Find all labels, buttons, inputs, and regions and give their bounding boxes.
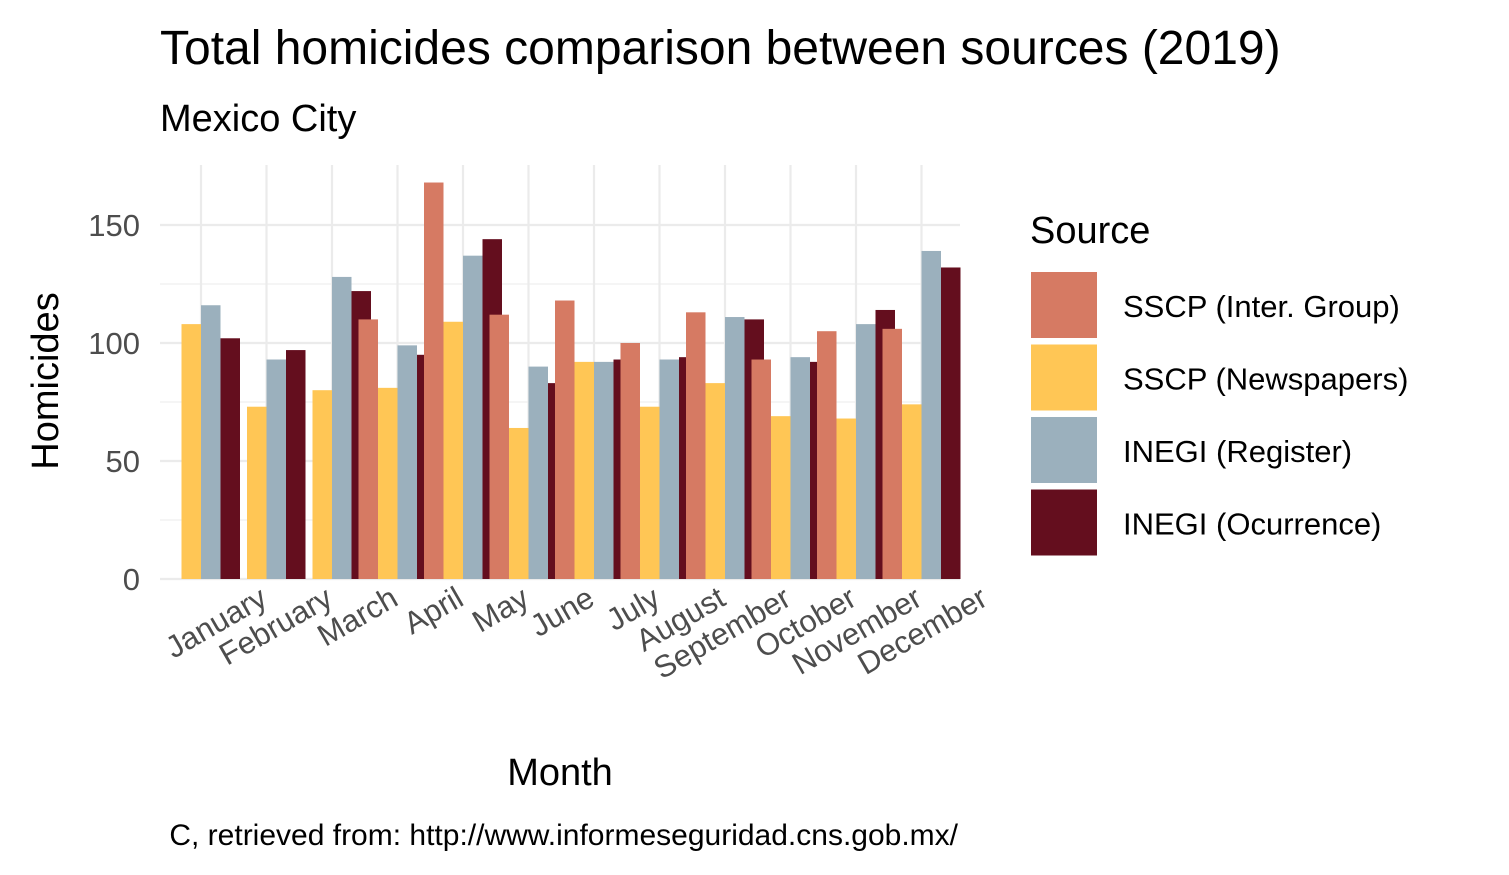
bar-july-series-2 bbox=[574, 361, 594, 579]
legend: Source SSCP (Inter. Group) SSCP (Newspape… bbox=[1030, 210, 1408, 556]
bar-june-series-1 bbox=[489, 314, 509, 579]
bar-august-series-1 bbox=[620, 343, 640, 579]
bar-november-series-3 bbox=[856, 324, 876, 579]
bar-january-series-2 bbox=[181, 324, 201, 579]
bar-january-series-3 bbox=[201, 305, 221, 579]
y-tick-label: 100 bbox=[88, 326, 140, 361]
bar-october-series-1 bbox=[751, 359, 771, 579]
legend-swatch bbox=[1031, 417, 1097, 483]
bar-june-series-3 bbox=[528, 366, 548, 579]
y-axis-ticks: 0 50 100 150 bbox=[88, 208, 140, 597]
legend-label: SSCP (Newspapers) bbox=[1123, 362, 1408, 397]
y-tick-label: 150 bbox=[88, 208, 140, 243]
x-axis-label: Month bbox=[507, 752, 613, 794]
bar-april-series-2 bbox=[378, 387, 398, 579]
legend-label: INEGI (Register) bbox=[1123, 434, 1352, 469]
bar-march-series-3 bbox=[332, 276, 352, 579]
x-tick-label: April bbox=[398, 580, 469, 641]
chart-caption: C, retrieved from: http://www.informeseg… bbox=[169, 819, 958, 852]
bar-may-series-2 bbox=[443, 321, 463, 579]
bars bbox=[181, 182, 961, 579]
legend-items: SSCP (Inter. Group) SSCP (Newspapers) INEG… bbox=[1031, 272, 1408, 556]
legend-swatch bbox=[1031, 344, 1097, 411]
x-tick-label: June bbox=[524, 580, 600, 644]
bar-august-series-3 bbox=[659, 359, 679, 579]
bar-december-series-2 bbox=[902, 404, 922, 579]
bar-december-series-3 bbox=[921, 250, 941, 579]
bar-december-series-4 bbox=[941, 267, 961, 579]
legend-label: SSCP (Inter. Group) bbox=[1123, 289, 1400, 324]
y-tick-label: 0 bbox=[123, 562, 140, 597]
bar-june-series-2 bbox=[509, 427, 529, 579]
chart-title: Total homicides comparison between sourc… bbox=[160, 22, 1281, 75]
legend-swatch bbox=[1031, 489, 1097, 556]
bar-july-series-3 bbox=[594, 361, 614, 579]
bar-january-series-4 bbox=[220, 338, 240, 579]
bar-november-series-2 bbox=[836, 418, 856, 579]
bar-april-series-1 bbox=[358, 319, 378, 579]
legend-label: INEGI (Ocurrence) bbox=[1123, 507, 1381, 542]
bar-september-series-1 bbox=[686, 312, 706, 579]
bar-february-series-4 bbox=[286, 350, 306, 579]
x-tick-label: May bbox=[466, 580, 535, 640]
y-axis-label: Homicides bbox=[25, 292, 67, 469]
y-tick-label: 50 bbox=[106, 444, 140, 479]
bar-may-series-3 bbox=[463, 255, 483, 579]
bar-october-series-2 bbox=[771, 416, 791, 579]
bar-august-series-2 bbox=[640, 406, 660, 579]
bar-march-series-2 bbox=[312, 390, 332, 579]
bar-february-series-2 bbox=[247, 406, 267, 579]
bar-december-series-1 bbox=[882, 328, 902, 579]
bar-september-series-2 bbox=[705, 383, 725, 579]
bar-july-series-1 bbox=[555, 300, 575, 579]
chart-subtitle: Mexico City bbox=[160, 98, 356, 140]
bar-february-series-3 bbox=[266, 359, 286, 579]
bar-september-series-3 bbox=[725, 317, 745, 579]
bar-april-series-3 bbox=[397, 345, 417, 579]
bar-may-series-1 bbox=[424, 182, 444, 579]
bar-november-series-1 bbox=[817, 331, 837, 579]
legend-title: Source bbox=[1030, 210, 1150, 252]
bar-october-series-3 bbox=[790, 357, 810, 579]
legend-swatch bbox=[1031, 272, 1097, 338]
